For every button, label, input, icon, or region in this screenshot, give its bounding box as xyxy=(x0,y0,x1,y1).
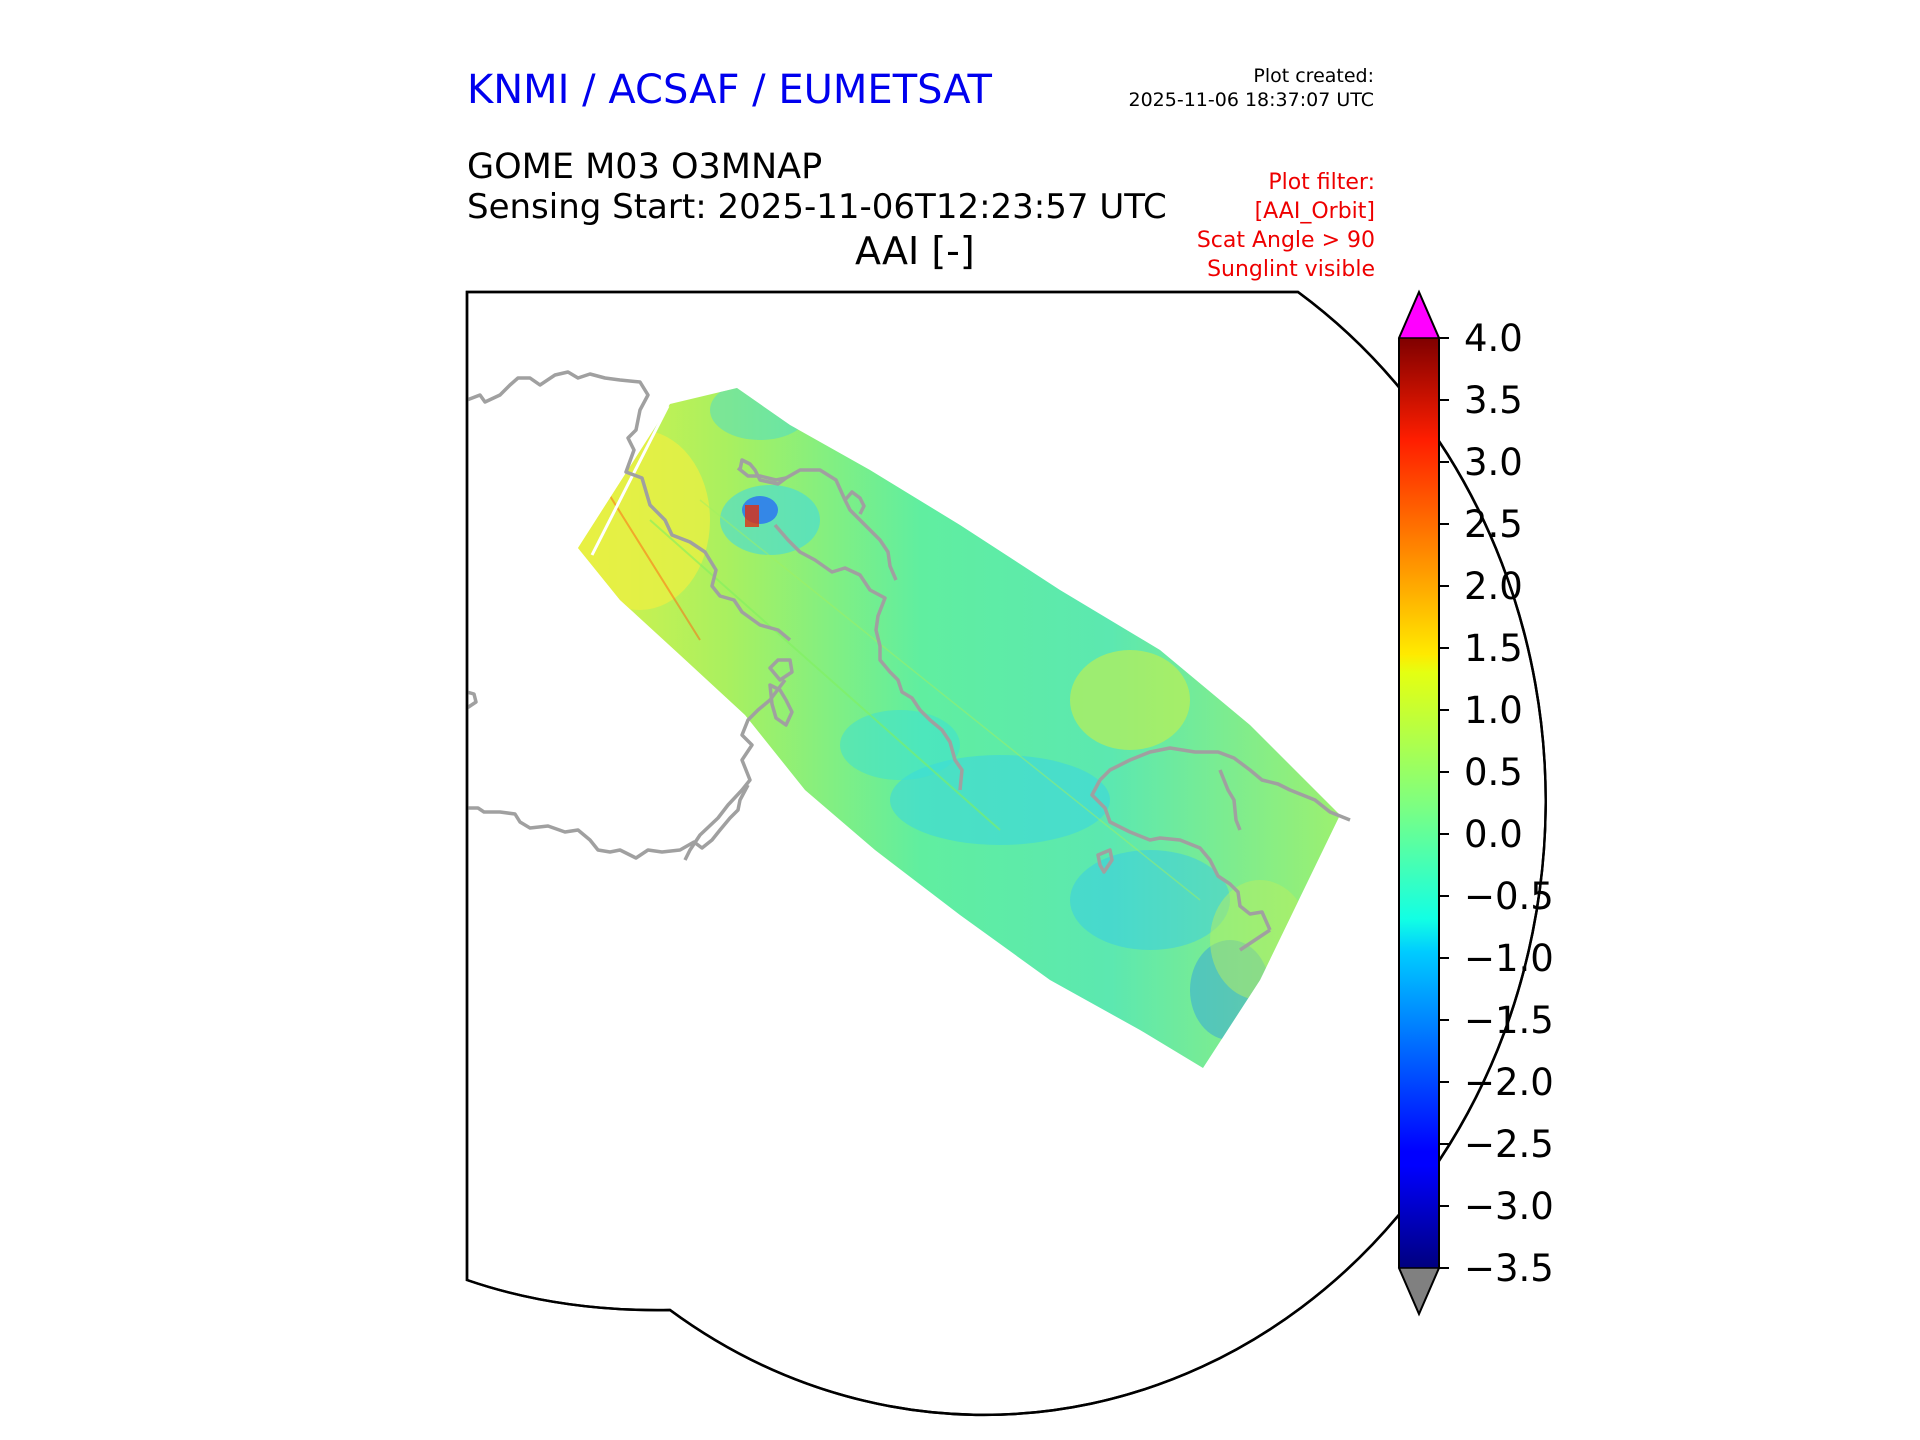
colorbar-tick-label: 2.5 xyxy=(1464,503,1523,546)
colorbar: 4.0 3.5 3.0 2.5 2.0 1.5 1.0 0.5 0.0 −0.5 −1.0 −1.5 −… xyxy=(1397,289,1554,1317)
colorbar-tick-label: 1.5 xyxy=(1464,627,1523,670)
plot-created-label: Plot created: xyxy=(1253,65,1374,87)
colorbar-tick-label: −1.5 xyxy=(1464,999,1554,1042)
variable-title: AAI [-] xyxy=(855,229,975,273)
colorbar-tick-label: 2.0 xyxy=(1464,565,1523,608)
filter-line: Scat Angle > 90 xyxy=(1196,228,1375,253)
plot-created-time: 2025-11-06 18:37:07 UTC xyxy=(1128,89,1375,111)
colorbar-tick-label: 3.0 xyxy=(1464,441,1523,484)
colorbar-over-arrow xyxy=(1397,290,1441,339)
sensing-start: Sensing Start: 2025-11-06T12:23:57 UTC xyxy=(467,187,1167,227)
colorbar-tick-label: 0.0 xyxy=(1464,813,1523,856)
colorbar-tick-label: −2.5 xyxy=(1464,1123,1554,1166)
colorbar-tick-label: 0.5 xyxy=(1464,751,1523,794)
plot-created-info: Plot created: 2025-11-06 18:37:07 UTC xyxy=(1129,64,1375,112)
organization-title: KNMI / ACSAF / EUMETSAT xyxy=(467,67,992,113)
colorbar-tick-label: −1.0 xyxy=(1464,937,1554,980)
plot-filter-info: Plot filter: [AAI_Orbit] Scat Angle > 90… xyxy=(1197,168,1375,284)
colorbar-gradient xyxy=(1399,338,1439,1268)
colorbar-tick-label: 1.0 xyxy=(1464,689,1523,732)
product-title: GOME M03 O3MNAP xyxy=(467,147,823,187)
colorbar-tick-label: 4.0 xyxy=(1464,317,1523,360)
coastlines xyxy=(467,370,1351,952)
colorbar-tick-label: −3.5 xyxy=(1464,1247,1554,1290)
colorbar-tick-label: −3.0 xyxy=(1464,1185,1554,1228)
colorbar-tick-label: −2.0 xyxy=(1464,1061,1554,1104)
filter-line: Plot filter: xyxy=(1268,170,1375,195)
colorbar-tick-label: −0.5 xyxy=(1464,875,1554,918)
colorbar-tick-label: 3.5 xyxy=(1464,379,1523,422)
filter-line: [AAI_Orbit] xyxy=(1254,199,1375,224)
filter-line: Sunglint visible xyxy=(1207,257,1375,282)
colorbar-under-arrow xyxy=(1397,1267,1441,1316)
